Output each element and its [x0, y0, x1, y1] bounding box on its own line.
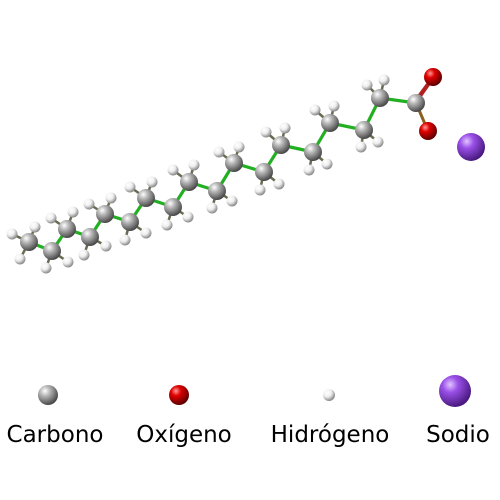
legend-label-carbon: Carbono	[6, 422, 104, 448]
hydrogen-atom	[279, 122, 291, 134]
hydrogen-atom	[6, 228, 18, 240]
carbon-atom	[58, 220, 76, 238]
hydrogen-atom	[100, 240, 112, 252]
hydrogen-atom	[124, 181, 136, 193]
hydrogen-atom	[361, 79, 373, 91]
hydrogen-atom	[14, 253, 26, 265]
hydrogen-atom	[372, 136, 384, 148]
legend-label-sodium: Sodio	[426, 422, 490, 448]
hydrogen-atom	[233, 141, 245, 153]
hydrogen-atom	[260, 126, 272, 138]
hydrogen-atom	[355, 141, 367, 153]
hydrogen-atom	[83, 198, 95, 210]
hydrogen-atom	[303, 164, 315, 176]
atoms	[6, 68, 485, 274]
legend-sodium-icon	[439, 375, 471, 407]
hydrogen-atom	[378, 74, 390, 86]
sodium-atom	[457, 133, 485, 161]
legend-hydrogen-icon	[323, 389, 335, 401]
hydrogen-atom	[119, 234, 131, 246]
hydrogen-atom	[309, 104, 321, 116]
carbon-atom	[321, 114, 339, 132]
oxygen-atom	[419, 122, 437, 140]
carbon-atom	[355, 121, 373, 139]
carbon-atom	[208, 182, 226, 200]
carbon-atom	[121, 213, 139, 231]
hydrogen-atom	[188, 159, 200, 171]
legend-label-hydrogen: Hidrógeno	[270, 422, 390, 448]
carbon-atom	[180, 173, 198, 191]
carbon-atom	[96, 205, 114, 223]
carbon-atom	[225, 154, 243, 172]
legend-label-oxygen: Oxígeno	[136, 422, 232, 448]
hydrogen-atom	[206, 202, 218, 214]
hydrogen-atom	[146, 176, 158, 188]
legend-atoms	[38, 375, 471, 407]
legend-carbon-icon	[38, 385, 58, 405]
hydrogen-atom	[182, 211, 194, 223]
hydrogen-atom	[213, 146, 225, 158]
hydrogen-atom	[226, 195, 238, 207]
hydrogen-atom	[67, 206, 79, 218]
carbon-atom	[304, 143, 322, 161]
hydrogen-atom	[328, 100, 340, 112]
hydrogen-atom	[105, 192, 117, 204]
hydrogen-atom	[167, 164, 179, 176]
hydrogen-atom	[273, 178, 285, 190]
carbon-atom	[43, 242, 61, 260]
carbon-atom	[371, 89, 389, 107]
carbon-atom	[81, 228, 99, 246]
hydrogen-atom	[321, 158, 333, 170]
hydrogen-atom	[40, 262, 52, 274]
hydrogen-atom	[78, 249, 90, 261]
carbon-atom	[407, 94, 425, 112]
carbon-atom	[255, 163, 273, 181]
hydrogen-atom	[62, 256, 74, 268]
carbon-atom	[164, 198, 182, 216]
hydrogen-atom	[29, 221, 41, 233]
carbon-atom	[137, 189, 155, 207]
oxygen-atom	[424, 68, 442, 86]
bonds	[10, 74, 437, 270]
hydrogen-atom	[140, 227, 152, 239]
legend-oxygen-icon	[169, 385, 189, 405]
carbon-atom	[20, 233, 38, 251]
hydrogen-atom	[45, 212, 57, 224]
hydrogen-atom	[254, 184, 266, 196]
carbon-atom	[272, 136, 290, 154]
hydrogen-atom	[161, 219, 173, 231]
